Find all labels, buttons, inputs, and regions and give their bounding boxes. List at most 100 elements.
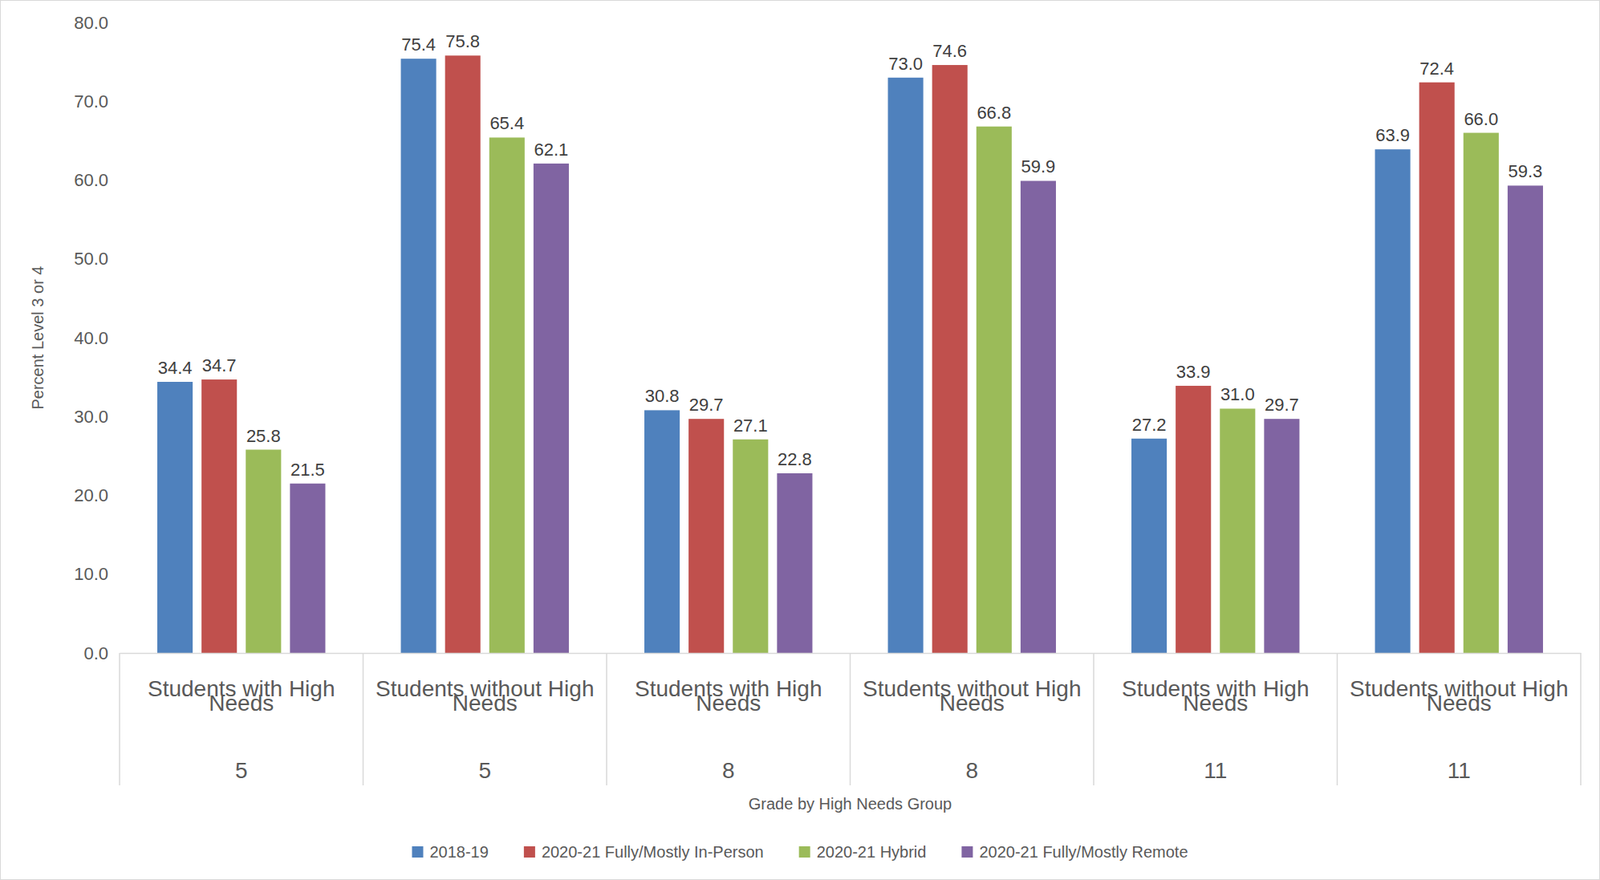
x-tick: Students with HighNeeds [1121, 653, 1309, 716]
data-label: 33.9 [1176, 361, 1211, 382]
y-axis-line [119, 23, 121, 654]
series [289, 163, 1544, 654]
series [201, 55, 1455, 654]
series [157, 58, 1411, 654]
bar [888, 77, 924, 654]
data-label: 66.0 [1463, 109, 1499, 130]
x-tick: Students with HighNeeds [634, 653, 822, 716]
y-tick: 70.0 [73, 91, 120, 112]
x-tick-label: Students with HighNeeds [1121, 676, 1309, 716]
x-tick: Students with HighNeeds [147, 653, 335, 716]
y-tick-label: 50.0 [73, 248, 109, 269]
data-label: 21.5 [290, 459, 325, 480]
y-axis: 0.0 10.0 20.0 30.0 40.0 50.0 60.0 70.0 80.0 [73, 12, 120, 664]
bar [1375, 149, 1411, 654]
bar [157, 381, 193, 654]
bar [1020, 180, 1056, 654]
legend-label: 2020-21 Fully/Mostly Remote [978, 843, 1188, 861]
legend-swatch [523, 846, 536, 858]
bar [1263, 418, 1300, 654]
y-tick-label: 30.0 [73, 406, 109, 427]
bar [688, 418, 724, 654]
bar [1131, 438, 1167, 654]
y-tick-label: 10.0 [73, 564, 109, 585]
data-label: 25.8 [246, 426, 281, 447]
x-tick-label: Students with HighNeeds [147, 676, 335, 716]
data-label: 72.4 [1419, 58, 1454, 79]
grade-label: 5 [478, 758, 492, 784]
y-tick-label: 70.0 [73, 91, 109, 112]
category-separator [849, 653, 852, 786]
data-label: 59.3 [1507, 161, 1543, 182]
data-label: 63.9 [1375, 125, 1410, 146]
y-tick: 80.0 [73, 12, 120, 33]
bar [976, 126, 1012, 654]
label-line: Needs [452, 690, 518, 716]
grade-label: 11 [1203, 758, 1227, 784]
data-label: 59.9 [1020, 156, 1056, 177]
y-tick: 30.0 [73, 406, 120, 427]
y-tick-label: 60.0 [73, 170, 109, 191]
data-label: 31.0 [1220, 384, 1255, 405]
bar [932, 64, 968, 654]
data-label: 29.7 [1264, 394, 1300, 415]
category-separators [119, 653, 1581, 786]
legend-swatch [961, 846, 973, 858]
grade-labels: 55881111 [235, 758, 1471, 784]
y-tick: 60.0 [73, 170, 120, 191]
y-tick-label: 40.0 [73, 328, 109, 349]
x-tick: Students without HighNeeds [1349, 653, 1568, 716]
y-tick: 50.0 [73, 248, 120, 269]
label-line: Needs [939, 690, 1005, 716]
data-label: 62.1 [533, 139, 569, 160]
bar [201, 379, 237, 654]
grade-label: 8 [965, 758, 979, 784]
bar [644, 410, 680, 654]
x-tick-label: Students without HighNeeds [1349, 676, 1568, 716]
data-label: 66.8 [976, 102, 1012, 123]
legend-item: 2020-21 Fully/Mostly Remote [961, 843, 1188, 861]
legend-item: 2020-21 Hybrid [799, 843, 927, 861]
bar [1463, 133, 1499, 654]
y-tick: 20.0 [73, 485, 120, 506]
x-tick: Students without HighNeeds [862, 653, 1081, 716]
x-tick: Students without HighNeeds [375, 653, 594, 716]
bar [732, 439, 768, 654]
y-axis-title: Percent Level 3 or 4 [28, 266, 47, 411]
category-separator [1336, 653, 1339, 786]
y-tick-label: 80.0 [73, 12, 109, 33]
y-tick-label: 0.0 [83, 643, 109, 664]
data-label: 27.2 [1132, 414, 1167, 435]
data-label: 34.4 [158, 357, 193, 378]
legend-item: 2018-19 [411, 843, 488, 861]
series [245, 126, 1499, 654]
legend-label: 2020-21 Hybrid [816, 843, 927, 861]
data-labels: 34.475.430.873.027.263.934.775.829.774.6… [158, 31, 1544, 480]
x-tick-label: Students without HighNeeds [375, 676, 594, 716]
legend-swatch [411, 846, 423, 858]
data-label: 27.1 [733, 415, 768, 436]
legend-item: 2020-21 Fully/Mostly In-Person [523, 843, 764, 861]
y-tick-label: 20.0 [73, 485, 109, 506]
data-label: 65.4 [489, 113, 524, 134]
data-label: 34.7 [202, 355, 237, 376]
bar [1175, 385, 1211, 654]
bar [533, 163, 569, 654]
category-separator [1092, 653, 1095, 786]
grade-label: 5 [235, 758, 248, 784]
bar [1219, 408, 1255, 654]
label-line: Needs [1182, 690, 1248, 716]
data-label: 30.8 [645, 385, 680, 407]
chart: 0.0 10.0 20.0 30.0 40.0 50.0 60.0 70.0 80.0 34.4 7… [0, 0, 1600, 880]
label-line: Needs [1426, 690, 1492, 716]
bar [1419, 82, 1455, 654]
data-label: 74.6 [932, 40, 967, 61]
category-separator [1579, 653, 1582, 786]
y-tick: 10.0 [73, 564, 120, 585]
data-label: 75.8 [445, 31, 480, 52]
bar [776, 473, 813, 654]
label-line: Needs [208, 690, 274, 716]
label-line: Needs [695, 690, 761, 716]
plot: 0.0 10.0 20.0 30.0 40.0 50.0 60.0 70.0 80.0 34.4 7… [73, 12, 1581, 786]
bar [1507, 185, 1544, 654]
